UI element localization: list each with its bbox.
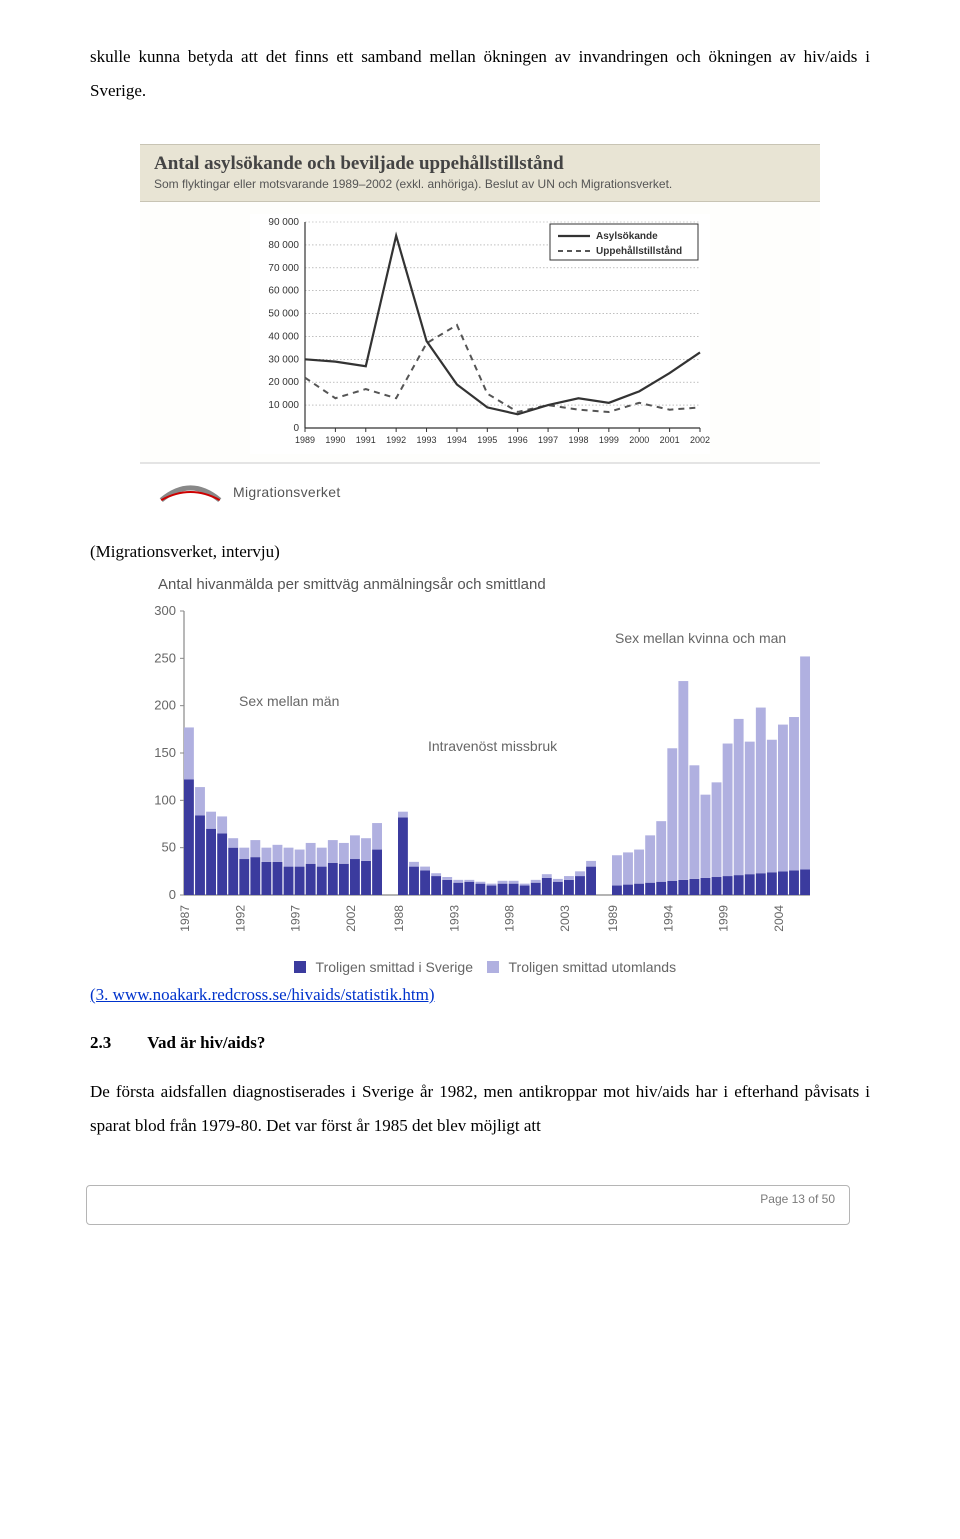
svg-text:Asylsökande: Asylsökande <box>596 231 658 242</box>
svg-text:70 000: 70 000 <box>268 263 299 274</box>
svg-text:90 000: 90 000 <box>268 217 299 228</box>
chart1-plot: 0 10 000 20 000 30 000 40 000 50 000 60 000 70 … <box>140 202 820 462</box>
chart1-footer: Migrationsverket <box>140 462 820 514</box>
source-link[interactable]: (3. www.noakark.redcross.se/hivaids/stat… <box>90 985 435 1004</box>
svg-text:2002: 2002 <box>690 435 710 445</box>
chart1-asyl: Antal asylsökande och beviljade uppehåll… <box>140 144 820 514</box>
svg-text:2002: 2002 <box>344 905 358 932</box>
section-title: Vad är hiv/aids? <box>147 1033 265 1053</box>
svg-text:1997: 1997 <box>538 435 558 445</box>
svg-text:1994: 1994 <box>661 905 675 932</box>
svg-text:30 000: 30 000 <box>268 354 299 365</box>
svg-text:1999: 1999 <box>717 905 731 932</box>
svg-text:1992: 1992 <box>233 905 247 932</box>
svg-text:50 000: 50 000 <box>268 309 299 320</box>
chart1-subtitle: Som flyktingar eller motsvarande 1989–20… <box>154 177 806 191</box>
svg-text:1990: 1990 <box>325 435 345 445</box>
svg-text:1993: 1993 <box>417 435 437 445</box>
svg-text:40 000: 40 000 <box>268 331 299 342</box>
chart2-legend: Troligen smittad i Sverige Troligen smit… <box>140 959 820 975</box>
migrationsverket-logo-icon <box>158 482 223 502</box>
chart2-title: Antal hivanmälda per smittväg anmälnings… <box>158 576 820 593</box>
svg-text:Sex mellan kvinna och man: Sex mellan kvinna och man <box>615 630 786 646</box>
svg-text:60 000: 60 000 <box>268 286 299 297</box>
svg-text:2000: 2000 <box>629 435 649 445</box>
svg-text:1998: 1998 <box>503 905 517 932</box>
chart1-header: Antal asylsökande och beviljade uppehåll… <box>140 144 820 202</box>
legend-swatch-utomlands <box>487 961 499 973</box>
chart1-caption: (Migrationsverket, intervju) <box>90 542 870 562</box>
svg-text:Sex mellan män: Sex mellan män <box>239 693 339 709</box>
svg-text:1989: 1989 <box>295 435 315 445</box>
svg-text:250: 250 <box>154 650 176 665</box>
section-heading: 2.3 Vad är hiv/aids? <box>90 1033 870 1053</box>
svg-text:80 000: 80 000 <box>268 240 299 251</box>
intro-paragraph: skulle kunna betyda att det finns ett sa… <box>90 40 870 108</box>
chart1-title: Antal asylsökande och beviljade uppehåll… <box>154 153 806 175</box>
svg-text:1999: 1999 <box>599 435 619 445</box>
svg-text:2004: 2004 <box>772 905 786 932</box>
page-number: Page 13 of 50 <box>760 1192 835 1206</box>
svg-text:1992: 1992 <box>386 435 406 445</box>
source-link-line: (3. www.noakark.redcross.se/hivaids/stat… <box>90 985 870 1005</box>
legend-label-utomlands: Troligen smittad utomlands <box>509 959 677 975</box>
section-number: 2.3 <box>90 1033 111 1053</box>
svg-text:Uppehållstillstånd: Uppehållstillstånd <box>596 245 682 257</box>
svg-text:1997: 1997 <box>289 905 303 932</box>
svg-text:300: 300 <box>154 603 176 618</box>
svg-text:1989: 1989 <box>606 905 620 932</box>
svg-text:0: 0 <box>169 887 176 902</box>
svg-text:1993: 1993 <box>447 905 461 932</box>
svg-text:0: 0 <box>293 423 299 434</box>
page-footer: Page 13 of 50 <box>86 1185 850 1225</box>
svg-text:10 000: 10 000 <box>268 400 299 411</box>
chart2-svg: 0 50 100 150 200 250 300 1987 1992 1997 2002 1988 19… <box>140 601 820 951</box>
svg-text:150: 150 <box>154 745 176 760</box>
svg-text:1988: 1988 <box>392 905 406 932</box>
chart2-hiv: Antal hivanmälda per smittväg anmälnings… <box>140 576 820 975</box>
legend-swatch-sverige <box>294 961 306 973</box>
migrationsverket-logo-text: Migrationsverket <box>233 484 341 500</box>
svg-text:2001: 2001 <box>660 435 680 445</box>
chart1-svg: 0 10 000 20 000 30 000 40 000 50 000 60 000 70 … <box>250 214 710 454</box>
svg-text:Intravenöst missbruk: Intravenöst missbruk <box>428 738 558 754</box>
svg-text:1994: 1994 <box>447 435 467 445</box>
svg-text:1996: 1996 <box>508 435 528 445</box>
svg-text:20 000: 20 000 <box>268 377 299 388</box>
svg-text:2003: 2003 <box>558 905 572 932</box>
bottom-paragraph: De första aidsfallen diagnostiserades i … <box>90 1075 870 1143</box>
svg-text:1991: 1991 <box>356 435 376 445</box>
svg-text:50: 50 <box>162 840 176 855</box>
svg-text:1995: 1995 <box>477 435 497 445</box>
svg-text:1998: 1998 <box>568 435 588 445</box>
svg-text:1987: 1987 <box>178 905 192 932</box>
svg-text:100: 100 <box>154 792 176 807</box>
legend-label-sverige: Troligen smittad i Sverige <box>316 959 473 975</box>
svg-text:200: 200 <box>154 698 176 713</box>
